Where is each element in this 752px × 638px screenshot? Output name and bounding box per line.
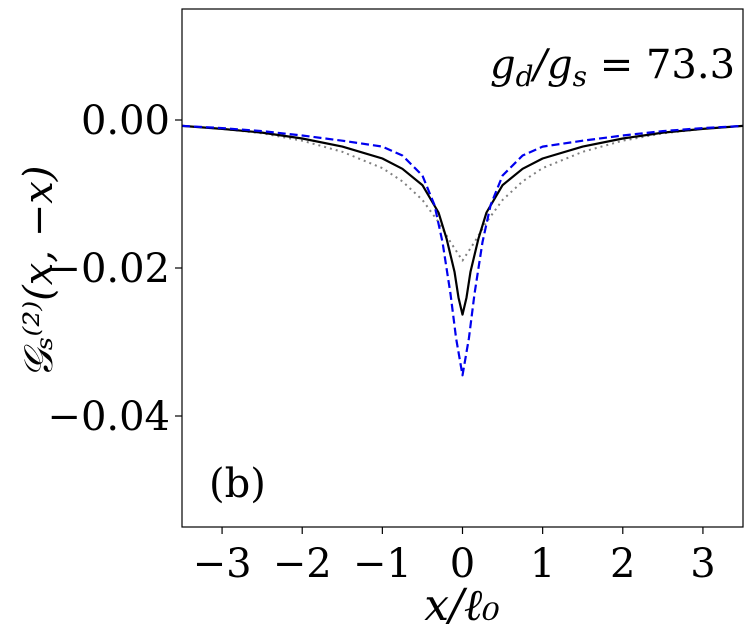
series-line-dotted <box>181 124 744 262</box>
x-tick-label: −1 <box>353 541 412 587</box>
y-tick-label: 0.00 <box>81 98 170 144</box>
ratio-annotation: gd/gs = 73.3 <box>490 42 735 93</box>
x-tick-label: −3 <box>193 541 252 587</box>
ticks: −3 −2 −1 0 1 2 3 0.00 −0.02 −0.04 <box>47 98 715 587</box>
plot-lines <box>181 124 744 377</box>
series-line-dashed <box>181 124 744 377</box>
x-tick-label: 1 <box>530 541 555 587</box>
y-tick-label: −0.02 <box>47 246 170 292</box>
x-tick-label: 0 <box>450 541 475 587</box>
x-tick-label: −2 <box>273 541 332 587</box>
x-tick-label: 2 <box>610 541 635 587</box>
series-line-solid <box>181 124 744 316</box>
x-axis-label: x/ℓ₀ <box>424 580 500 631</box>
y-tick-label: −0.04 <box>47 394 170 440</box>
panel-label: (b) <box>209 461 266 507</box>
x-tick-label: 3 <box>690 541 715 587</box>
y-axis-label: 𝒢ₛ⁽²⁾(x, −x) <box>16 166 62 379</box>
